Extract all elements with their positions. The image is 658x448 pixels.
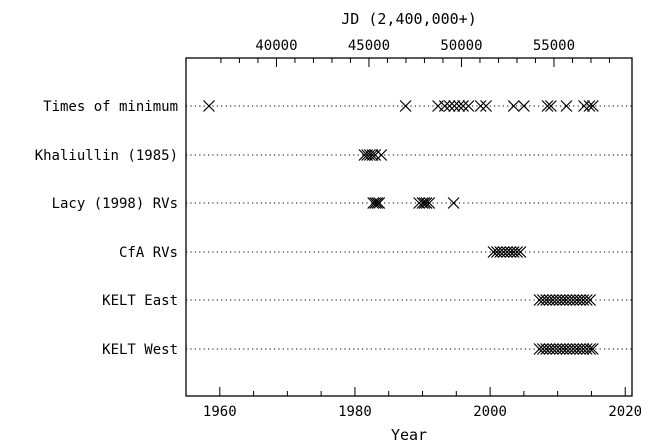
- x2-tick-label: 40000: [255, 38, 297, 54]
- data-point-marker: [517, 100, 530, 112]
- data-point-marker: [584, 294, 597, 306]
- x-axis-title: Year: [391, 426, 427, 443]
- data-point-marker: [584, 343, 597, 355]
- data-point-marker: [420, 197, 433, 209]
- data-point-marker: [371, 197, 384, 209]
- x-tick-label: 1980: [338, 404, 372, 420]
- axis-ticks: 1960 1980 2000 2020 40000 45000 50000 55000: [203, 38, 642, 420]
- dataset-label: KELT West: [102, 342, 178, 358]
- data-point-marker: [544, 100, 557, 112]
- data-point-marker: [447, 197, 460, 209]
- x2-tick-label: 50000: [440, 38, 482, 54]
- dataset-label: Lacy (1998) RVs: [52, 196, 178, 212]
- dataset-labels: Times of minimum Khaliullin (1985) Lacy (1…: [35, 99, 178, 358]
- guide-lines: [186, 105, 632, 350]
- data-point-marker: [480, 100, 492, 112]
- x2-tick-label: 55000: [533, 38, 575, 54]
- data-point-marker: [418, 197, 431, 209]
- data-point-marker: [586, 100, 599, 112]
- x-tick-label: 2000: [473, 404, 507, 420]
- data-point-marker: [511, 246, 524, 258]
- x2-tick-label: 45000: [348, 38, 390, 54]
- x-tick-label: 2020: [608, 404, 642, 420]
- data-point-marker: [580, 343, 593, 355]
- plot-frame: [185, 57, 633, 397]
- data-point-marker: [369, 149, 382, 161]
- data-point-marker: [541, 100, 554, 112]
- top-axis-title: JD (2,400,000+): [341, 10, 476, 28]
- x-tick-label: 1960: [203, 404, 237, 420]
- data-point-marker: [580, 294, 593, 306]
- data-point-marker: [423, 197, 436, 209]
- data-point-marker: [560, 100, 573, 112]
- data-point-marker: [462, 100, 475, 112]
- data-point-marker: [399, 100, 412, 112]
- data-point-marker: [448, 100, 461, 112]
- data-point-marker: [474, 100, 487, 112]
- data-point-marker: [369, 197, 382, 209]
- data-point-marker: [373, 197, 386, 209]
- data-point-marker: [514, 246, 527, 258]
- data-point-marker: [586, 343, 599, 355]
- data-point-marker: [375, 149, 388, 161]
- data-point-marker: [438, 100, 451, 112]
- data-point-marker: [583, 100, 596, 112]
- data-point-marker: [366, 149, 379, 161]
- data-point-marker: [453, 100, 465, 112]
- dataset-label: CfA RVs: [119, 245, 178, 261]
- data-point-marker: [457, 100, 469, 112]
- data-markers: [203, 100, 599, 355]
- data-point-marker: [578, 100, 590, 112]
- data-point-marker: [507, 100, 520, 112]
- data-point-marker: [367, 197, 380, 209]
- dataset-label: Khaliullin (1985): [35, 148, 178, 164]
- data-point-marker: [203, 100, 215, 112]
- dataset-label: KELT East: [102, 293, 178, 309]
- dataset-label: Times of minimum: [43, 99, 178, 115]
- data-point-marker: [363, 149, 376, 161]
- data-point-marker: [443, 100, 456, 112]
